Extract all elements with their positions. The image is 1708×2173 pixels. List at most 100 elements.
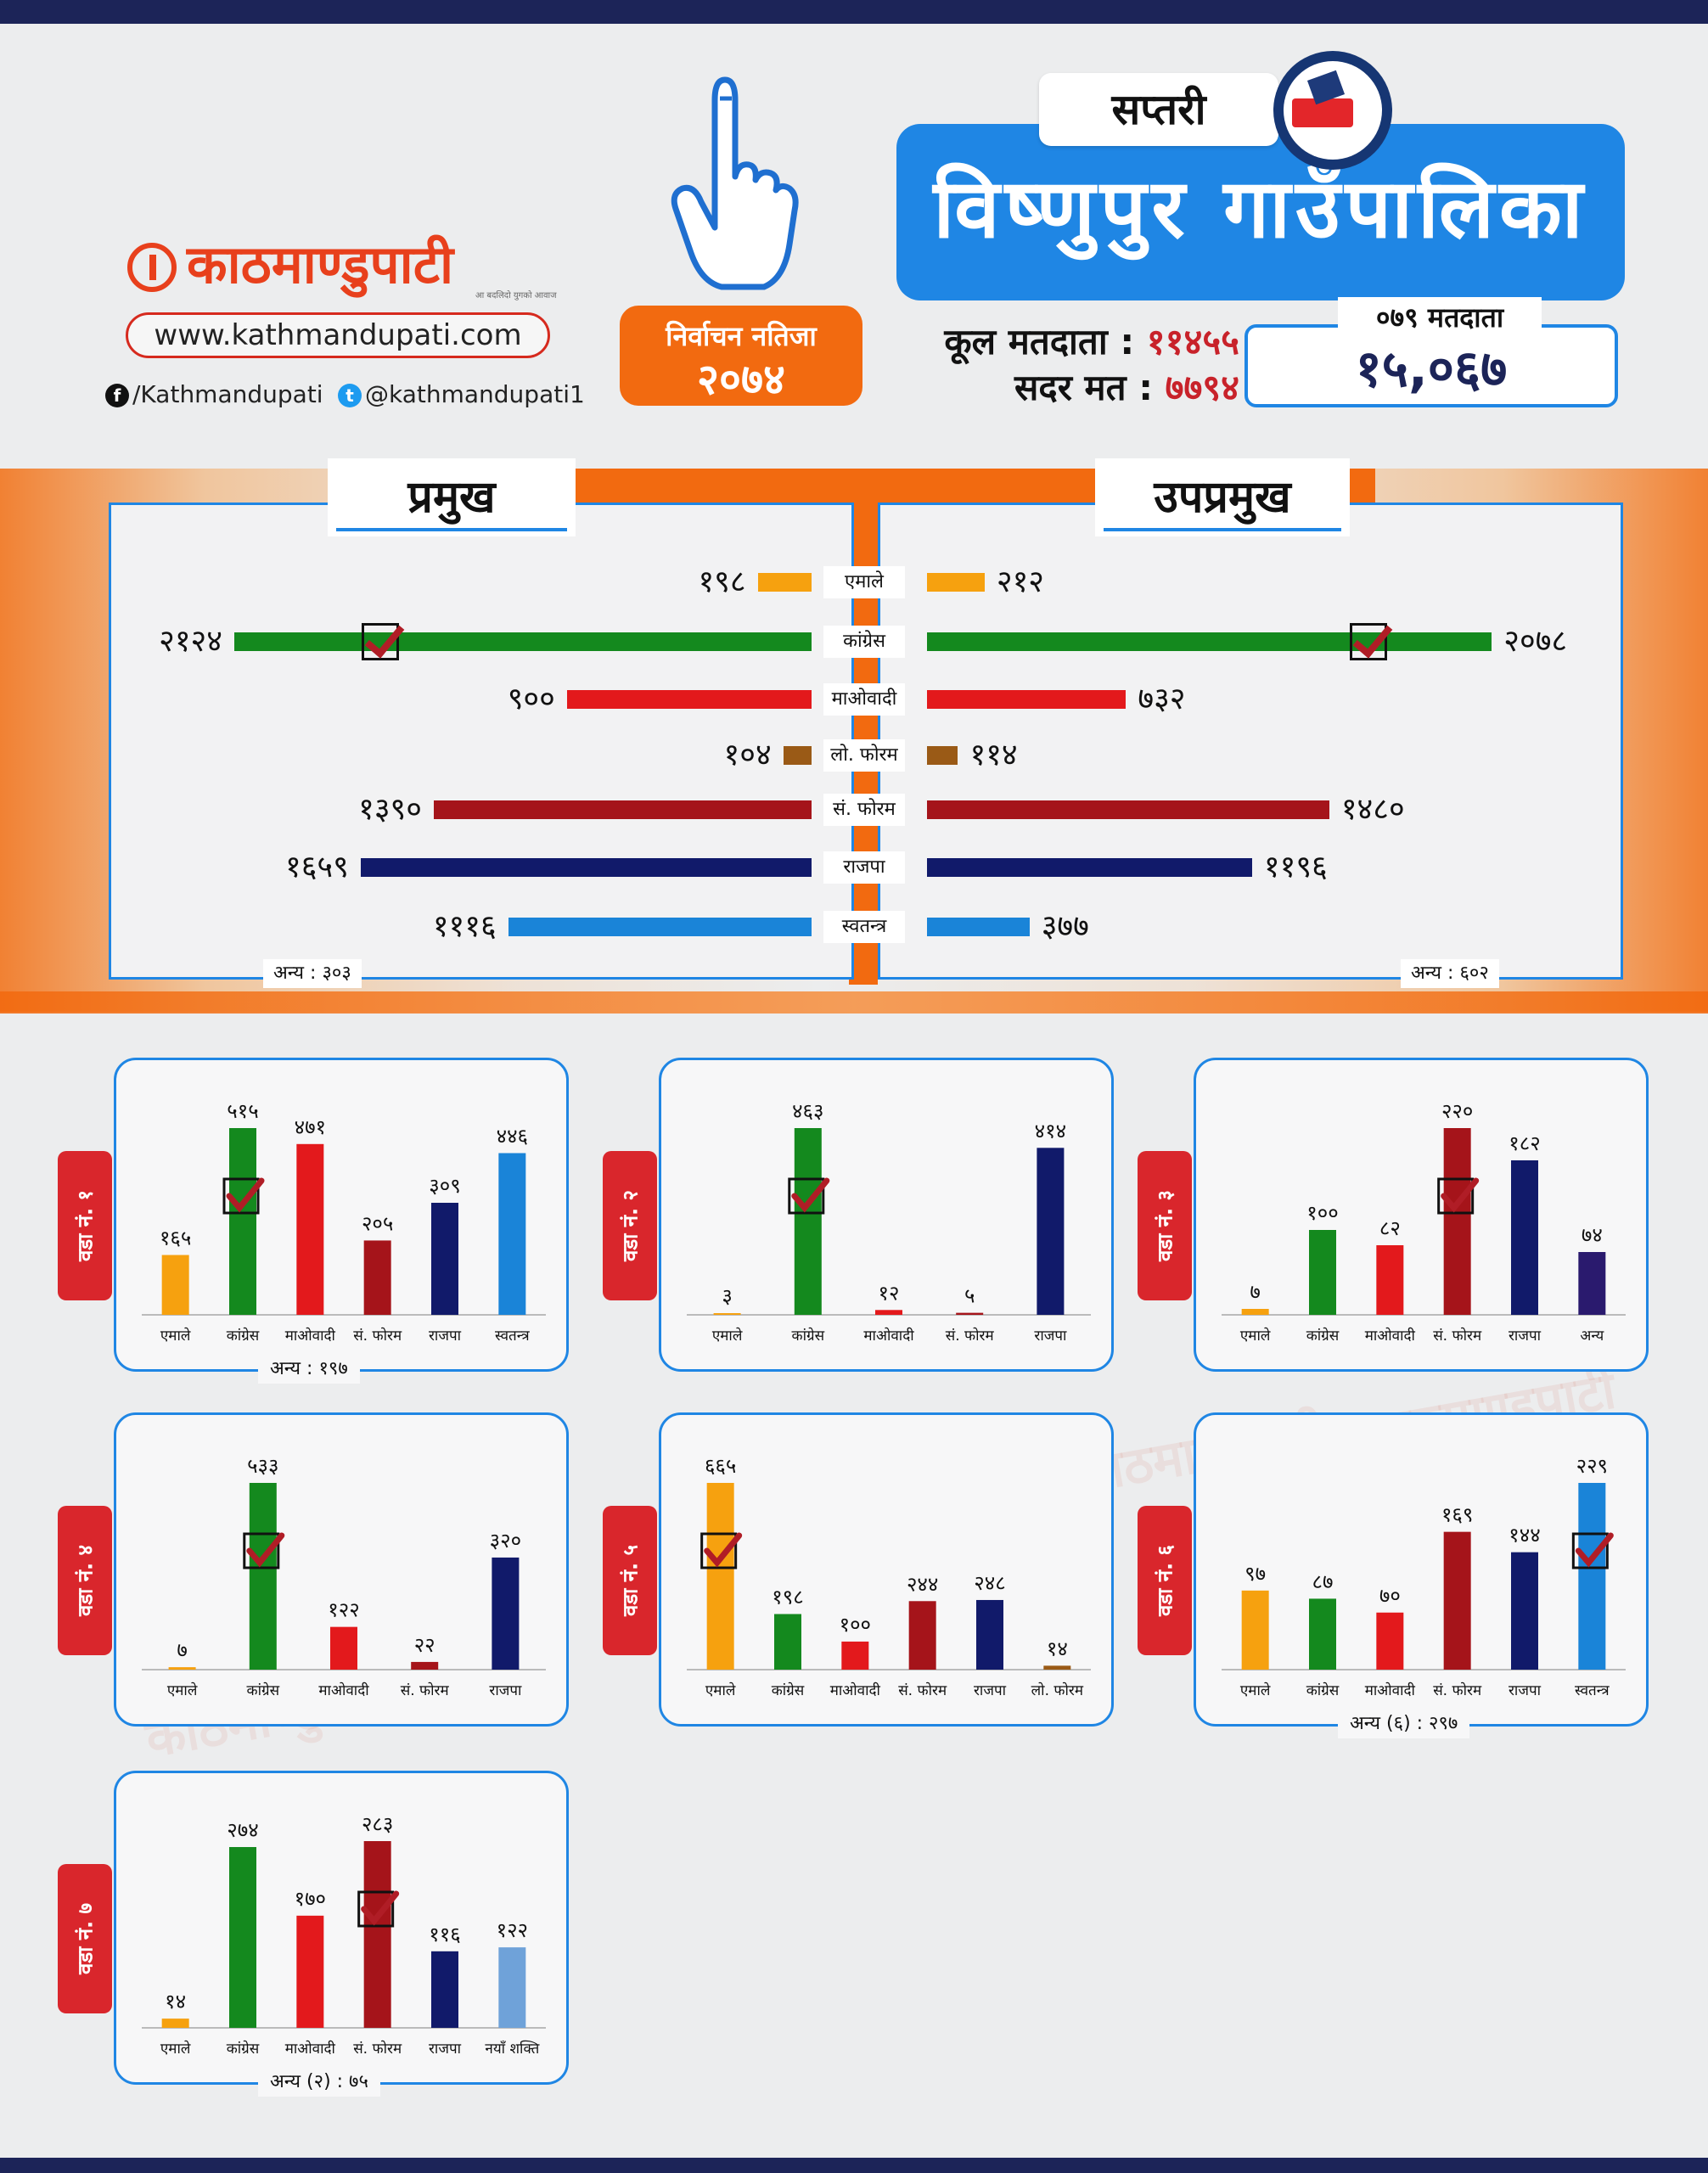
brand-name: काठमाण्डुपाटी: [187, 233, 454, 295]
deputy-bar: [927, 800, 1329, 819]
deputy-panel: [878, 503, 1623, 980]
ward-category-label: कांग्रेस: [227, 2040, 260, 2058]
brand-tagline: आ बदलिदो युगको आवाज: [475, 291, 557, 300]
ward-bar: [161, 1255, 189, 1315]
ward-bar: [1043, 1665, 1071, 1670]
ward-bar-value: १६५: [160, 1227, 191, 1250]
deputy-value: १४८०: [1340, 792, 1405, 827]
mayor-value: ९००: [507, 682, 555, 716]
ward-category-label: सं. फोरम: [1433, 1327, 1482, 1345]
ward-category-label: राजपा: [429, 1328, 462, 1345]
party-label: एमाले: [823, 566, 905, 598]
ward-bar-value: ८२: [1379, 1216, 1401, 1240]
ward-bar-value: १७०: [295, 1887, 326, 1911]
ward-bar: [794, 1128, 822, 1315]
deputy-bar: [927, 632, 1492, 651]
mayor-bar: [566, 690, 812, 709]
ward-bar-value: ४१४: [1035, 1119, 1066, 1143]
ward-bar: [1037, 1148, 1065, 1315]
ward-bar-value: १२: [879, 1281, 900, 1305]
mayor-value: १९८: [698, 564, 746, 599]
mayor-bar: [508, 918, 812, 936]
ward-category-label: माओवादी: [285, 1327, 336, 1345]
valid-votes-value: ७७९४: [1165, 367, 1239, 408]
ward-bar-value: ७४: [1582, 1223, 1603, 1247]
ward-card: १४ एमाले २७४ कांग्रेस १७० माओवादी २८३ सं. फोरम १…: [114, 1771, 569, 2085]
ward-bar: [168, 1667, 196, 1670]
ward-bar: [411, 1661, 439, 1670]
ward-bar: [363, 1841, 391, 2028]
ward-number-tab: वडा नं. २: [603, 1151, 657, 1300]
ward-bar: [431, 1951, 458, 2028]
ward-category-label: सं. फोरम: [946, 1327, 995, 1345]
ward-card: १६५ एमाले ५१५ कांग्रेस ४७१ माओवादी २०५ सं. फोरम…: [114, 1058, 569, 1372]
ward-bar: [330, 1626, 357, 1670]
twitter-icon: t: [338, 384, 362, 407]
ward-number-label: वडा नं. ५: [618, 1544, 643, 1617]
party-label: राजपा: [823, 851, 905, 884]
facebook-link[interactable]: f/Kathmandupati: [105, 380, 323, 408]
ward-bar-chart: १४ एमाले २७४ कांग्रेस १७० माओवादी २८३ सं. फोरम १…: [142, 1812, 546, 2058]
ward-bar: [1578, 1252, 1606, 1315]
valid-votes-label: सदर मत :: [1014, 367, 1153, 408]
ward-number-tab: वडा नं. ५: [603, 1506, 657, 1655]
brand-logo[interactable]: काठमाण्डुपाटी आ बदलिदो युगको आवाज: [127, 227, 557, 304]
ward-category-label: नयाँ शक्ति: [485, 2040, 539, 2058]
ward-bar-value: १४४: [1509, 1524, 1540, 1547]
twitter-link[interactable]: t @kathmandupati1: [338, 380, 585, 408]
ward-number-label: वडा नं. ७: [73, 1902, 98, 1975]
ward-bar-value: १९८: [772, 1585, 803, 1609]
ward-bar-value: १८२: [1509, 1131, 1540, 1155]
ward-bar-value: ६६५: [705, 1454, 736, 1478]
ward-bar-chart: ६६५ एमाले १९८ कांग्रेस १०० माओवादी २४४ सं. फोरम…: [687, 1454, 1091, 1699]
party-label: माओवादी: [823, 683, 905, 716]
ward-bar: [1443, 1531, 1471, 1670]
ward-category-label: एमाले: [705, 1682, 736, 1699]
ward-category-label: सं. फोरम: [401, 1682, 450, 1699]
ward-bar: [1511, 1160, 1538, 1315]
ward-bar: [296, 1915, 324, 2028]
ward-category-label: लो. फोरम: [1031, 1682, 1084, 1699]
ward-bar: [956, 1312, 984, 1315]
district-name: सप्तरी: [1039, 73, 1278, 146]
ward-bar: [296, 1143, 324, 1315]
winner-check-icon: [222, 1177, 265, 1215]
ward-category-label: कांग्रेस: [772, 1682, 805, 1699]
ward-card: ७ एमाले १०० कांग्रेस ८२ माओवादी २२० सं. फोरम १८२…: [1194, 1058, 1649, 1372]
ward-bar: [774, 1614, 801, 1670]
ward-bar: [161, 2019, 189, 2028]
result-badge-title: निर्वाचन नतिजा: [666, 320, 817, 352]
band-bottom-strip: [0, 991, 1708, 1014]
winner-check-icon: [700, 1532, 743, 1569]
winner-check-icon: [1571, 1532, 1614, 1569]
ward-bar-value: २२: [414, 1633, 435, 1657]
ward-category-label: माओवादी: [830, 1682, 881, 1699]
ward-bar: [249, 1483, 277, 1670]
winner-check-icon: [1350, 623, 1387, 660]
valid-votes-row: सदर मत : ७७९४: [883, 365, 1239, 411]
mayor-value: १०४: [723, 738, 772, 772]
ward-bar: [1376, 1612, 1404, 1670]
ward-category-label: माओवादी: [863, 1327, 914, 1345]
website-link[interactable]: www.kathmandupati.com: [126, 312, 550, 358]
ward-bar-value: ७: [1250, 1280, 1260, 1304]
ward-bar: [706, 1483, 734, 1670]
ward-bar-value: २०५: [362, 1211, 393, 1235]
municipality-title: विष्णुपुर गाउँपालिका: [896, 124, 1625, 300]
ward-category-label: कांग्रेस: [792, 1327, 825, 1345]
ward-card: ७ एमाले ५३३ कांग्रेस १२२ माओवादी २२ सं. फोरम ३२०…: [114, 1412, 569, 1727]
mayor-bar: [783, 746, 812, 765]
deputy-value: ७३२: [1138, 682, 1186, 716]
ward-bar-chart: १६५ एमाले ५१५ कांग्रेस ४७१ माओवादी २०५ सं. फोरम…: [142, 1099, 546, 1345]
deputy-value: ११९६: [1263, 850, 1328, 884]
ward-bar-value: ५: [964, 1284, 975, 1308]
ward-bar-value: २८३: [362, 1812, 393, 1836]
deputy-value: ११४: [969, 738, 1018, 772]
logo-mark-icon: [127, 243, 177, 292]
twitter-handle: @kathmandupati1: [365, 380, 585, 408]
ward-category-label: राजपा: [1509, 1328, 1542, 1345]
ward-bar: [492, 1557, 520, 1670]
ward-bar: [1309, 1230, 1336, 1315]
result-badge: निर्वाचन नतिजा २०७४: [620, 306, 862, 406]
mayor-value: १३९०: [358, 792, 422, 827]
